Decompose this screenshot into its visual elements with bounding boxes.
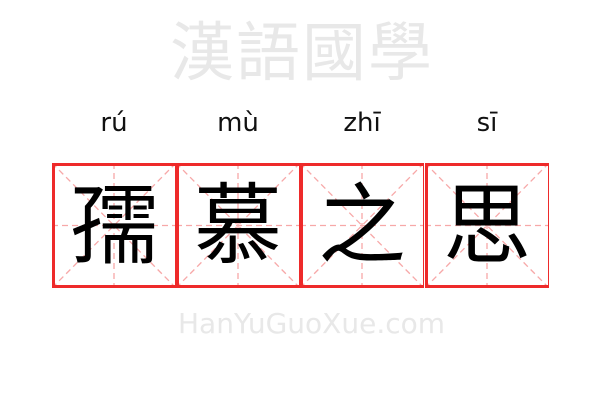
- watermark-chinese: 漢語國學: [170, 17, 434, 91]
- character-1: 孺: [69, 174, 158, 277]
- grid-cell-3: 之: [300, 163, 424, 288]
- cell-border: [425, 163, 549, 288]
- cell-border: [176, 163, 300, 288]
- grid-guides: [52, 163, 176, 288]
- cell-border: [52, 163, 176, 288]
- character-grid: 孺 慕 之 思: [52, 163, 549, 288]
- character-3: 之: [317, 174, 406, 277]
- grid-cell-1: 孺: [52, 163, 176, 288]
- grid-guides: [425, 163, 549, 288]
- cell-border: [300, 163, 424, 288]
- grid-cell-2: 慕: [176, 163, 300, 288]
- grid-guides: [176, 163, 300, 288]
- character-4: 思: [442, 174, 531, 277]
- character-2: 慕: [193, 174, 282, 277]
- pinyin-1: rú: [100, 108, 128, 138]
- grid-cell-4: 思: [425, 163, 549, 288]
- pinyin-4: sī: [476, 108, 498, 138]
- watermark-latin: HanYuGuoXue.com: [178, 307, 446, 340]
- grid-guides: [300, 163, 424, 288]
- pinyin-3: zhī: [343, 108, 381, 138]
- pinyin-2: mù: [217, 108, 259, 138]
